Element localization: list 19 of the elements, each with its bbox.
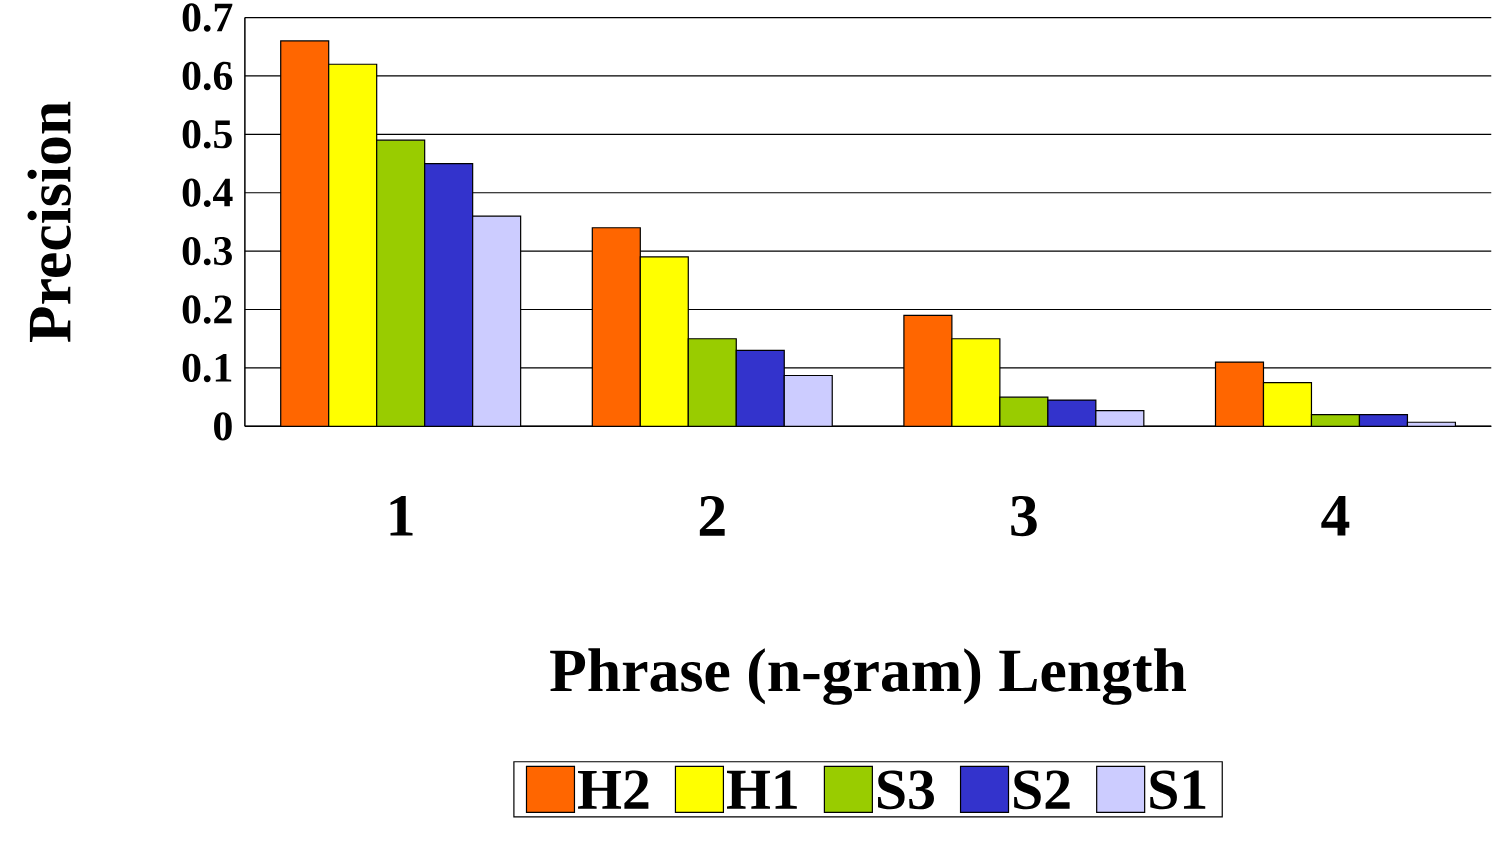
- x-tick-label: 1: [390, 496, 413, 536]
- x-tick-label: 3: [1011, 496, 1037, 537]
- x-axis-title: Phrase (n-gram) Length: [550, 648, 1187, 705]
- y-axis-title: Precision: [27, 101, 71, 342]
- y-tick-label: 0.5: [182, 120, 232, 149]
- x-tick-label: 2: [699, 496, 725, 536]
- y-tick-label: 0.6: [182, 61, 233, 91]
- y-tick-label: 0.3: [182, 236, 232, 266]
- legend-label: H2: [578, 770, 649, 809]
- y-tick-label: 0.1: [182, 353, 232, 383]
- y-tick-label: 0: [214, 412, 232, 441]
- y-tick-label: 0.4: [182, 178, 233, 207]
- y-tick-label: 0.7: [182, 3, 233, 32]
- y-tick-label: 0.2: [182, 295, 232, 324]
- x-tick-label: 4: [1321, 496, 1350, 536]
- legend-label: H1: [726, 770, 797, 809]
- legend-label: S2: [1014, 770, 1070, 810]
- legend-label: S3: [878, 770, 934, 810]
- legend-label: S1: [1150, 770, 1206, 810]
